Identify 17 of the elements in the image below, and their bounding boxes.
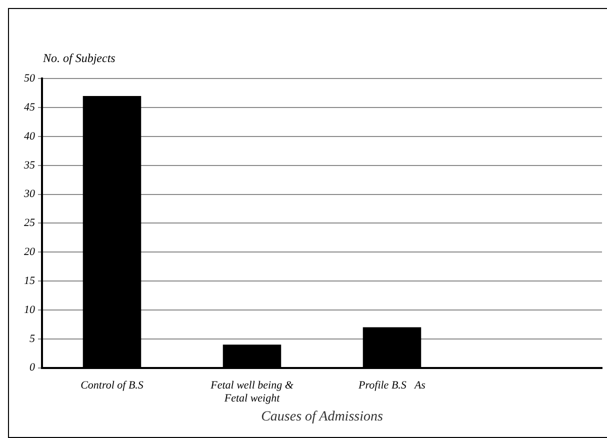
y-tick-label: 45 — [24, 101, 36, 114]
x-tick-label: Control of B.S — [80, 379, 144, 392]
y-tick-label: 20 — [24, 246, 36, 258]
y-tick-label: 40 — [24, 130, 36, 142]
y-axis-title: No. of Subjects — [43, 51, 116, 66]
y-tick-label: 15 — [24, 274, 36, 287]
y-tick-label: 0 — [30, 362, 36, 374]
x-axis-title: Causes of Admissions — [261, 409, 384, 424]
category-label: Fetal weight — [224, 392, 280, 404]
y-tick-label: 25 — [24, 217, 36, 230]
y-tick-label: 50 — [24, 72, 36, 84]
y-tick-label: 30 — [23, 188, 36, 200]
category-label: Fetal well being & — [210, 379, 294, 392]
y-tick-label: 5 — [30, 332, 36, 345]
y-tick-label: 35 — [23, 159, 36, 172]
y-tick-label: 10 — [24, 304, 36, 316]
x-tick-label: Profile B.S As — [358, 379, 426, 392]
